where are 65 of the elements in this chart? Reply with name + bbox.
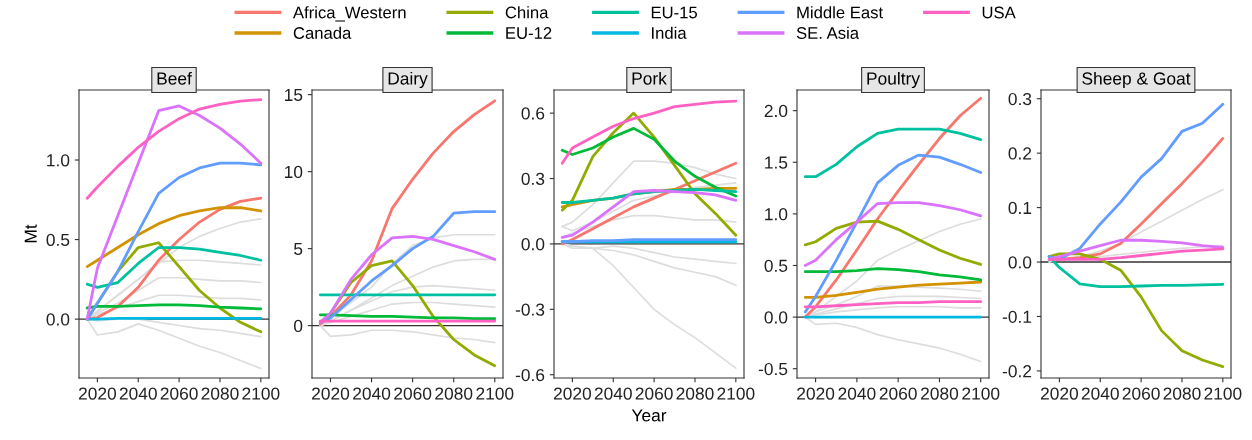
legend-label: Middle East bbox=[797, 6, 883, 19]
x-tick-label: 2020 bbox=[312, 387, 350, 400]
x-tick-label: 2100 bbox=[476, 387, 514, 400]
x-tick-label: 2100 bbox=[717, 387, 755, 400]
y-tick-label: 0.5 bbox=[46, 233, 70, 247]
chart-title: Poultry bbox=[867, 71, 920, 89]
x-tick-label: 2080 bbox=[676, 387, 714, 400]
y-tick-label: 2.0 bbox=[764, 104, 788, 118]
x-tick-label: 2040 bbox=[119, 387, 157, 400]
legend-label: EU-15 bbox=[651, 6, 698, 19]
x-tick-label: 2060 bbox=[635, 387, 673, 400]
x-tick-label: 2020 bbox=[553, 387, 592, 400]
y-tick-label: 1.0 bbox=[765, 208, 788, 221]
x-tick-label: 2040 bbox=[353, 387, 391, 400]
y-tick-label: -0.1 bbox=[1002, 310, 1032, 323]
x-tick-label: 2020 bbox=[1040, 387, 1079, 400]
x-tick-label: 2060 bbox=[1122, 387, 1160, 400]
chart-title: Sheep & Goat bbox=[1082, 71, 1191, 89]
x-tick-label: 2100 bbox=[242, 387, 280, 400]
x-tick-label: 2080 bbox=[1163, 387, 1201, 400]
y-axis-title: Mt bbox=[24, 224, 37, 243]
y-tick-label: -0.6 bbox=[515, 368, 545, 382]
y-tick-label: -0.2 bbox=[1002, 365, 1032, 378]
y-tick-label: 0.0 bbox=[764, 311, 788, 324]
y-tick-label: 0.5 bbox=[764, 259, 788, 272]
y-tick-label: 0.0 bbox=[521, 238, 545, 251]
y-tick-label: 0.3 bbox=[1008, 92, 1032, 106]
y-tick-label: 5 bbox=[294, 242, 303, 256]
x-tick-label: 2060 bbox=[394, 387, 432, 400]
y-tick-label: -0.5 bbox=[758, 362, 788, 376]
x-tick-label: 2060 bbox=[160, 387, 198, 400]
legend-label: China bbox=[505, 6, 549, 19]
y-tick-label: -0.3 bbox=[515, 303, 545, 316]
chart-title: Pork bbox=[632, 71, 667, 85]
legend-label: EU-12 bbox=[506, 27, 552, 39]
legend-label: Africa_Western bbox=[292, 6, 406, 22]
x-tick-label: 2080 bbox=[921, 387, 959, 400]
y-tick-label: 0.0 bbox=[1008, 256, 1032, 269]
x-tick-label: 2040 bbox=[838, 387, 876, 400]
y-tick-label: 0.3 bbox=[521, 172, 545, 185]
y-tick-label: 0.2 bbox=[1008, 147, 1032, 160]
y-tick-label: 1.5 bbox=[765, 156, 788, 169]
x-tick-label: 2100 bbox=[1204, 387, 1242, 400]
y-tick-label: 0.6 bbox=[521, 107, 545, 120]
x-tick-label: 2100 bbox=[962, 387, 1000, 400]
y-tick-label: 10 bbox=[284, 165, 303, 179]
chart-title: Dairy bbox=[388, 71, 428, 89]
y-tick-label: 0.0 bbox=[46, 313, 70, 326]
chart-title: Beef bbox=[157, 71, 192, 85]
x-tick-label: 2080 bbox=[201, 387, 239, 400]
x-axis-title: Year bbox=[631, 409, 667, 422]
x-tick-label: 2020 bbox=[78, 387, 117, 400]
legend-label: USA bbox=[982, 6, 1016, 19]
y-tick-label: 0.1 bbox=[1008, 201, 1032, 215]
x-tick-label: 2080 bbox=[435, 387, 473, 400]
x-tick-label: 2040 bbox=[1081, 387, 1119, 400]
legend-label: India bbox=[652, 26, 687, 39]
y-tick-label: 15 bbox=[284, 88, 303, 102]
x-tick-label: 2040 bbox=[594, 387, 632, 400]
y-tick-label: 0 bbox=[294, 319, 303, 333]
x-tick-label: 2060 bbox=[879, 387, 917, 400]
legend-label: Canada bbox=[293, 26, 352, 39]
x-tick-label: 2020 bbox=[797, 387, 835, 400]
y-tick-label: 1.0 bbox=[47, 154, 70, 167]
legend-label: SE. Asia bbox=[796, 26, 860, 39]
